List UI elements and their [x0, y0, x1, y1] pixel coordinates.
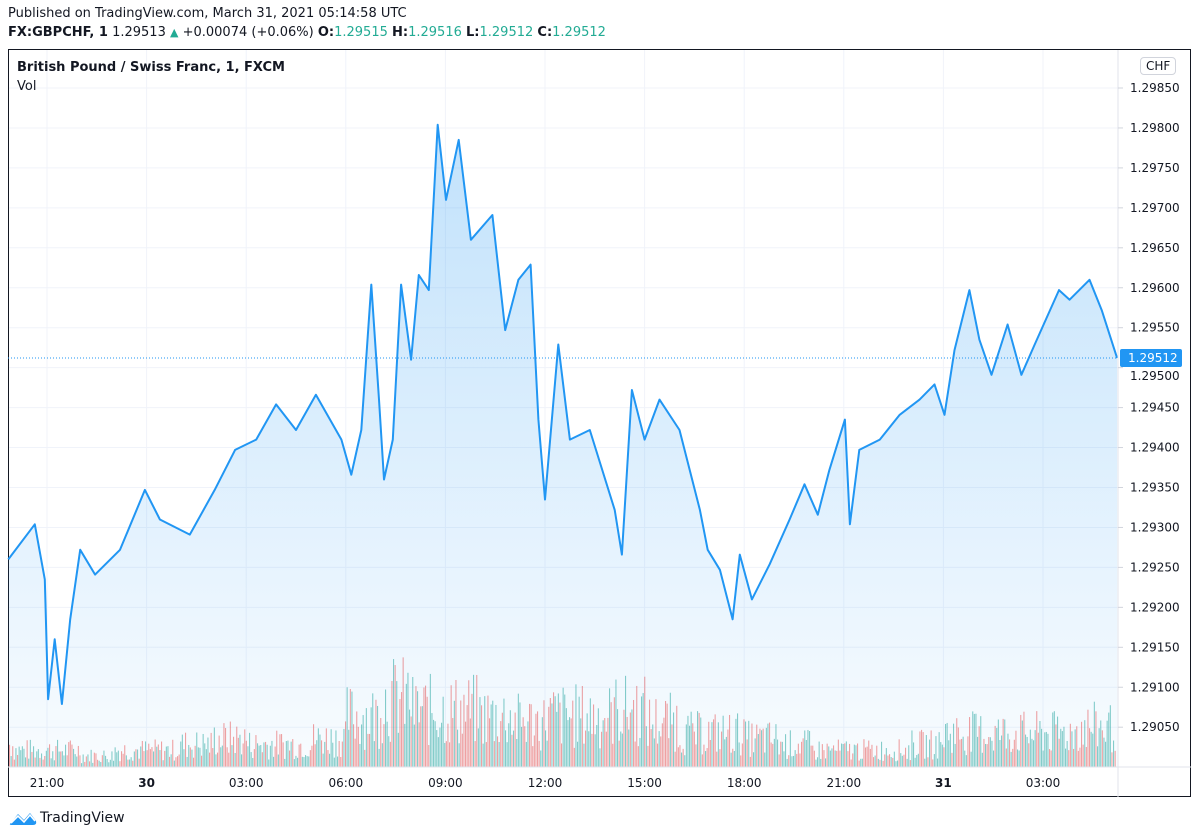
price-area-fill [8, 124, 1118, 768]
y-tick-label: 1.29850 [1130, 81, 1180, 95]
last-price-badge: 1.29512 [1120, 349, 1182, 368]
tradingview-cloud-icon [9, 813, 37, 825]
triangle-up-icon: ▲ [169, 26, 179, 39]
last-price-label: 1.29512 [1128, 351, 1178, 365]
y-tick-label: 1.29350 [1130, 481, 1180, 495]
x-tick-label: 03:00 [1026, 776, 1061, 790]
y-tick-label: 1.29700 [1130, 201, 1180, 215]
high-label: H: [392, 25, 409, 40]
open-label: O: [317, 25, 335, 40]
x-tick-label: 09:00 [428, 776, 463, 790]
close-value: 1.29512 [552, 25, 606, 40]
time-axis: 21:00 30 03:00 06:00 09:00 12:00 15:00 18:00 21:… [30, 776, 1061, 790]
brand-name: TradingView [40, 810, 125, 826]
tradingview-logo[interactable]: TradingView [8, 809, 125, 827]
x-tick-label: 03:00 [229, 776, 264, 790]
last-price: 1.29513 [112, 25, 166, 40]
published-line: Published on TradingView.com, March 31, … [8, 6, 407, 21]
low-value: 1.29512 [479, 25, 534, 40]
y-tick-label: 1.29300 [1130, 520, 1180, 534]
x-tick-label: 18:00 [727, 776, 762, 790]
x-tick-label: 30 [138, 776, 155, 790]
change: +0.00074 (+0.06%) [182, 25, 314, 40]
price-line [7, 123, 1119, 705]
y-tick-label: 1.29100 [1130, 680, 1180, 694]
low-label: L: [466, 25, 480, 40]
y-tick-label: 1.29200 [1130, 600, 1180, 614]
y-tick-label: 1.29150 [1130, 640, 1180, 654]
y-tick-label: 1.29250 [1130, 560, 1180, 574]
symbol-ohlc-line: FX:GBPCHF, 1 1.29513 ▲ +0.00074 (+0.06%)… [8, 25, 606, 40]
close-label: C: [537, 25, 553, 40]
y-tick-label: 1.29550 [1130, 321, 1180, 335]
y-tick-label: 1.29050 [1130, 720, 1180, 734]
x-tick-label: 15:00 [627, 776, 662, 790]
x-tick-label: 31 [935, 776, 952, 790]
symbol: FX:GBPCHF, 1 [8, 25, 108, 40]
y-tick-label: 1.29500 [1130, 369, 1180, 383]
y-tick-label: 1.29750 [1130, 161, 1180, 175]
currency-button[interactable]: CHF [1140, 57, 1177, 75]
high-value: 1.29516 [408, 25, 462, 40]
x-tick-label: 12:00 [528, 776, 563, 790]
x-tick-label: 06:00 [329, 776, 364, 790]
y-tick-label: 1.29800 [1130, 121, 1180, 135]
open-value: 1.29515 [334, 25, 388, 40]
y-tick-label: 1.29400 [1130, 441, 1180, 455]
y-tick-label: 1.29650 [1130, 241, 1180, 255]
chart-title: British Pound / Swiss Franc, 1, FXCM [17, 60, 285, 75]
chart-frame [8, 49, 1191, 797]
y-tick-label: 1.29450 [1130, 401, 1180, 415]
y-tick-label: 1.29600 [1130, 281, 1180, 295]
x-tick-label: 21:00 [827, 776, 862, 790]
price-axis: 1.29850 1.29800 1.29750 1.29700 1.29650 1.296… [1118, 81, 1180, 734]
x-tick-label: 21:00 [30, 776, 65, 790]
volume-label: Vol [17, 79, 37, 94]
